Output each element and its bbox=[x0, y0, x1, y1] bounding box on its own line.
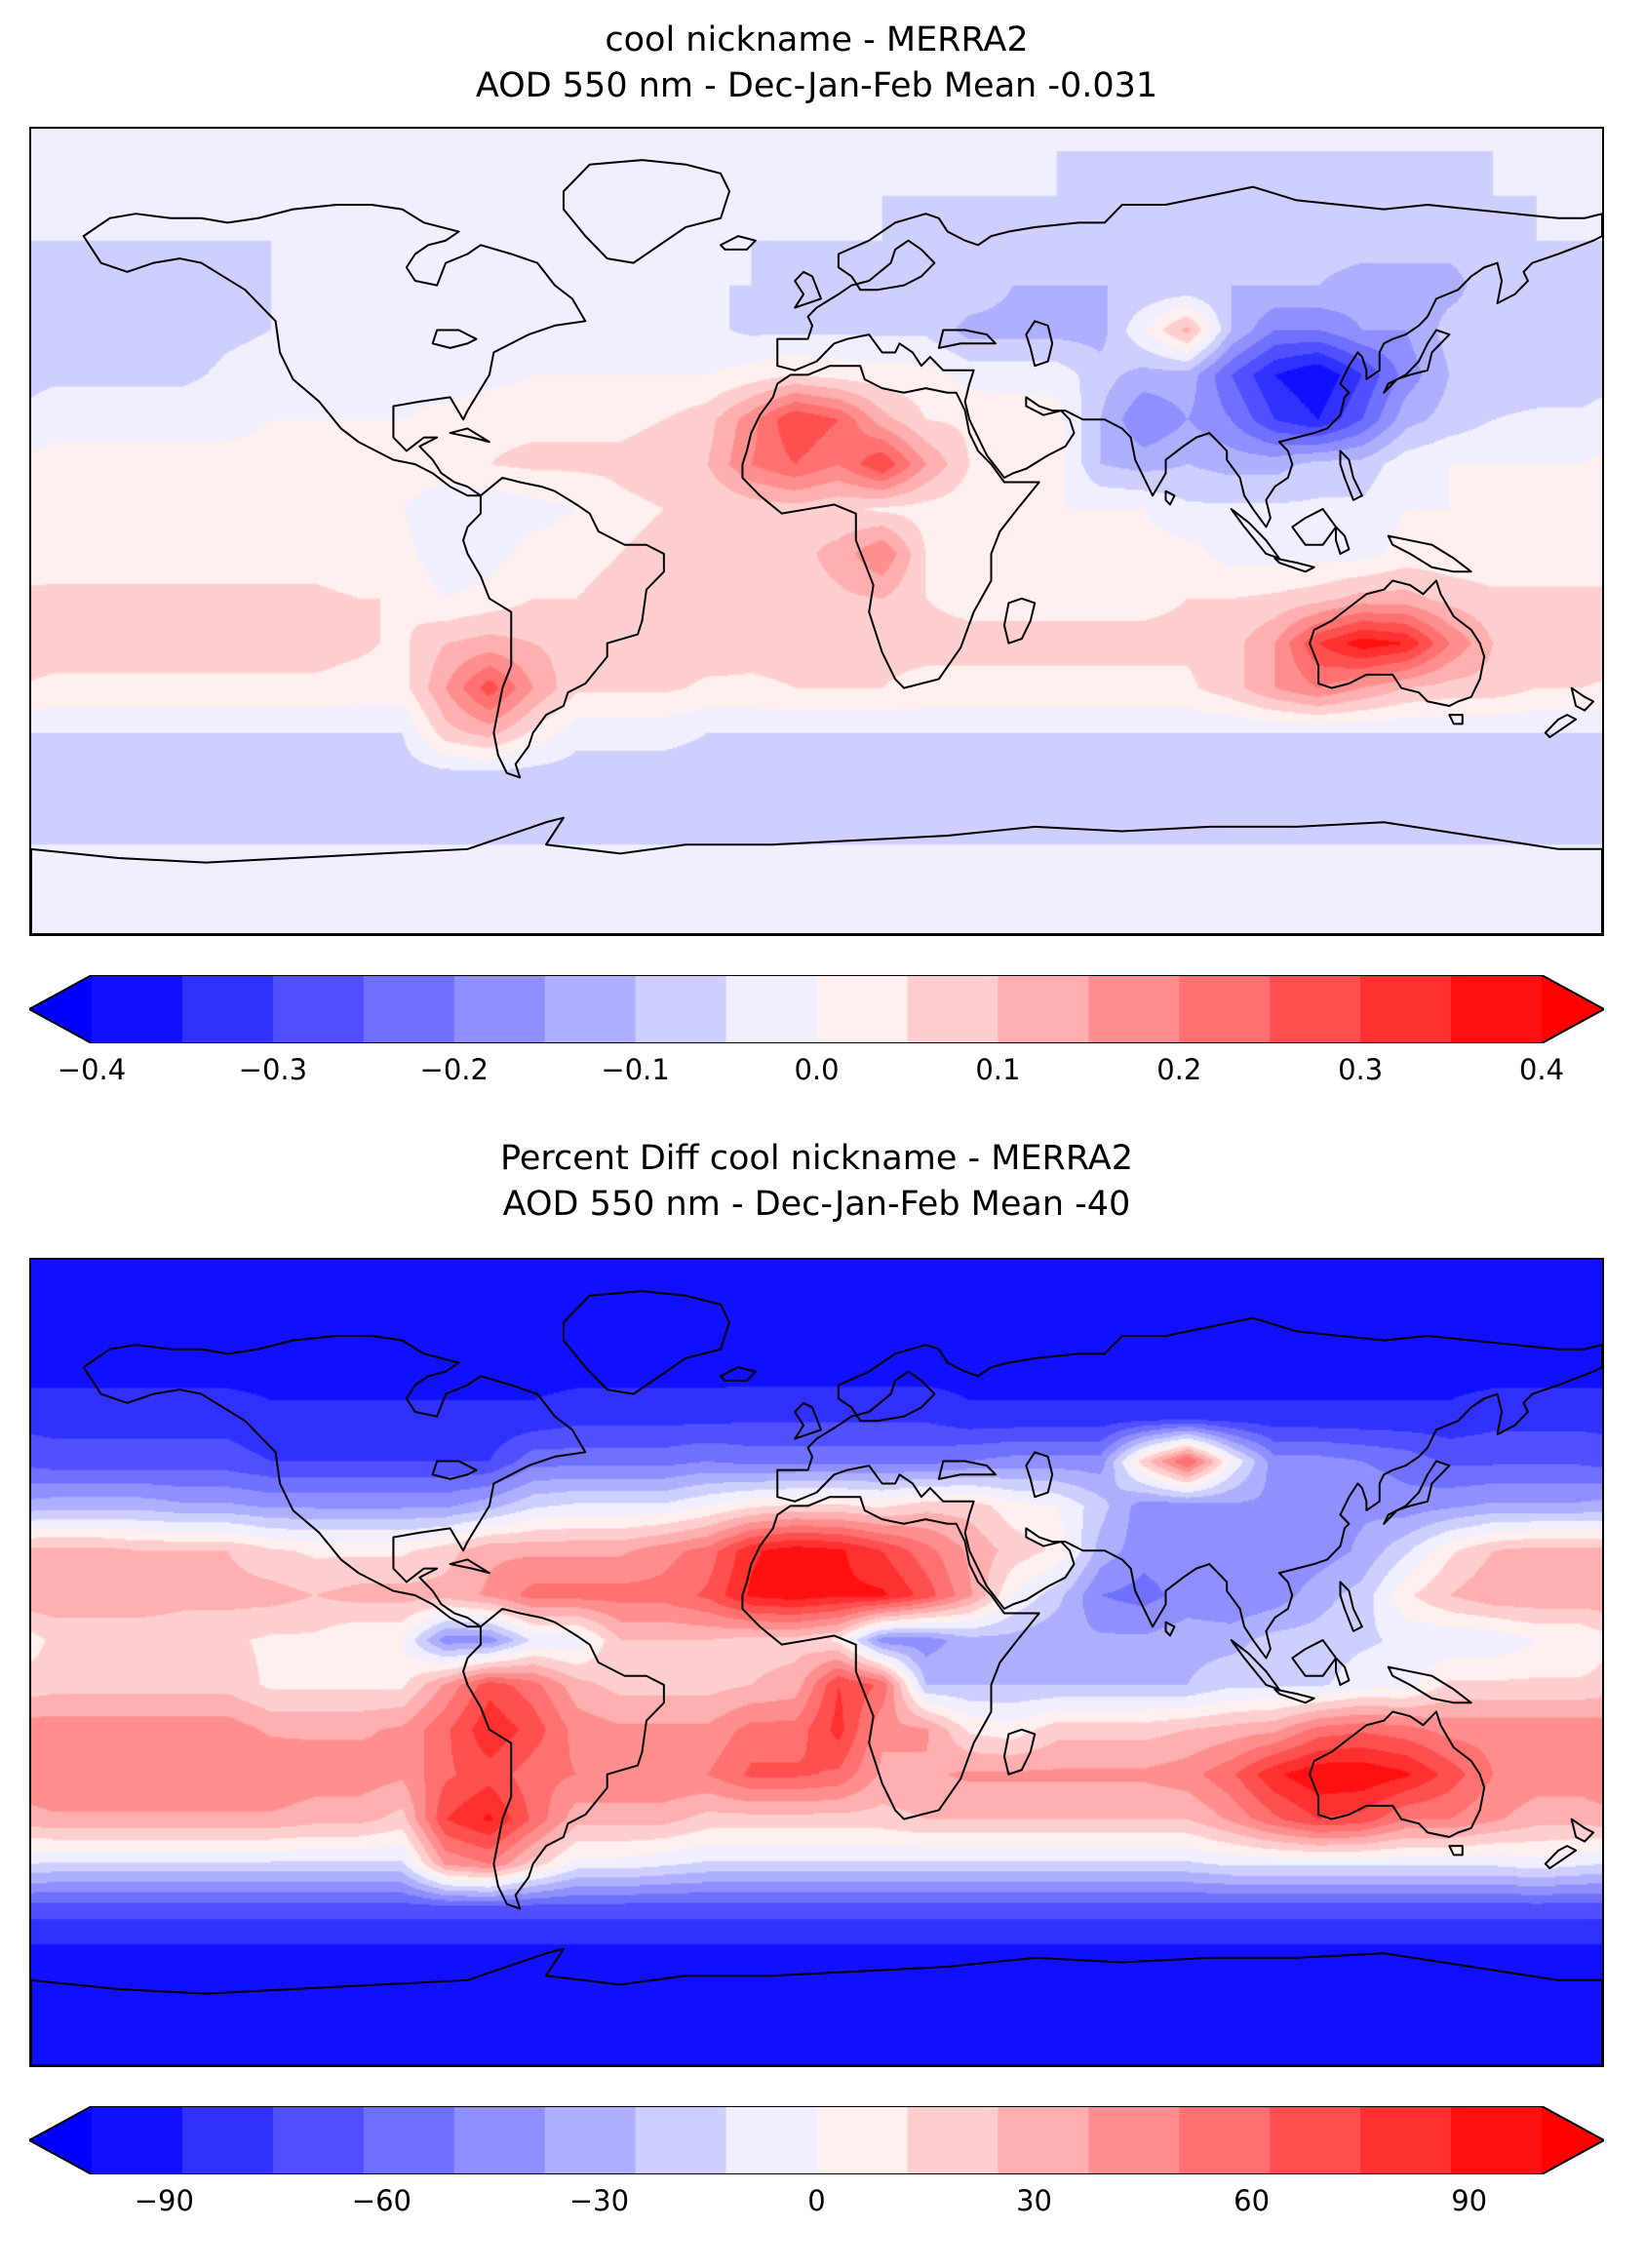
panel2-title-line1: Percent Diff cool nickname - MERRA2 bbox=[500, 1139, 1133, 1178]
coastline-path bbox=[31, 1291, 1602, 2065]
colorbar-percent-diff-bar bbox=[29, 2106, 1604, 2174]
colorbar-tick-label: −0.1 bbox=[601, 1053, 670, 1086]
colorbar-tick-label: 0.0 bbox=[794, 1053, 840, 1086]
panel2-title-line2: AOD 550 nm - Dec-Jan-Feb Mean -40 bbox=[502, 1185, 1131, 1224]
map-percent-diff bbox=[29, 1258, 1604, 2067]
colorbar-tick-label: 60 bbox=[1234, 2184, 1271, 2217]
panel2-title: Percent Diff cool nickname - MERRA2 AOD … bbox=[29, 1136, 1604, 1228]
colorbar-tick-label: 0.3 bbox=[1338, 1053, 1384, 1086]
colorbar-aod-diff-bar bbox=[29, 975, 1604, 1043]
colorbar-tick-label: −30 bbox=[568, 2184, 630, 2217]
map-aod-diff bbox=[29, 127, 1604, 936]
colorbar-tick-label: −90 bbox=[134, 2184, 194, 2217]
coastlines-overlay bbox=[31, 129, 1602, 934]
panel1-title: cool nickname - MERRA2 AOD 550 nm - Dec-… bbox=[29, 18, 1604, 109]
coastline-path bbox=[31, 160, 1602, 934]
colorbar-tick-label: −60 bbox=[351, 2184, 411, 2217]
colorbar-tick-label: 30 bbox=[1016, 2184, 1052, 2217]
colorbar-tick-label: 0.2 bbox=[1156, 1053, 1202, 1086]
colorbar-tick-label: −0.2 bbox=[419, 1053, 489, 1086]
panel1-title-line2: AOD 550 nm - Dec-Jan-Feb Mean -0.031 bbox=[475, 66, 1158, 105]
colorbar-percent-diff-ticks: −90 −60 −30 0 30 60 90 bbox=[29, 2184, 1604, 2221]
colorbar-tick-label: −0.4 bbox=[57, 1053, 127, 1086]
coastlines-overlay bbox=[31, 1260, 1602, 2065]
panel1-title-line1: cool nickname - MERRA2 bbox=[605, 20, 1029, 59]
colorbar-tick-label: 0.1 bbox=[975, 1053, 1021, 1086]
colorbar-aod-diff-ticks: −0.4 −0.3 −0.2 −0.1 0.0 0.1 0.2 0.3 0.4 bbox=[29, 1053, 1604, 1090]
colorbar-tick-label: −0.3 bbox=[238, 1053, 308, 1086]
colorbar-aod-diff bbox=[29, 975, 1604, 1043]
colorbar-tick-label: 0 bbox=[807, 2184, 826, 2217]
colorbar-percent-diff bbox=[29, 2106, 1604, 2174]
colorbar-tick-label: 90 bbox=[1451, 2184, 1488, 2217]
colorbar-tick-label: 0.4 bbox=[1518, 1053, 1565, 1086]
